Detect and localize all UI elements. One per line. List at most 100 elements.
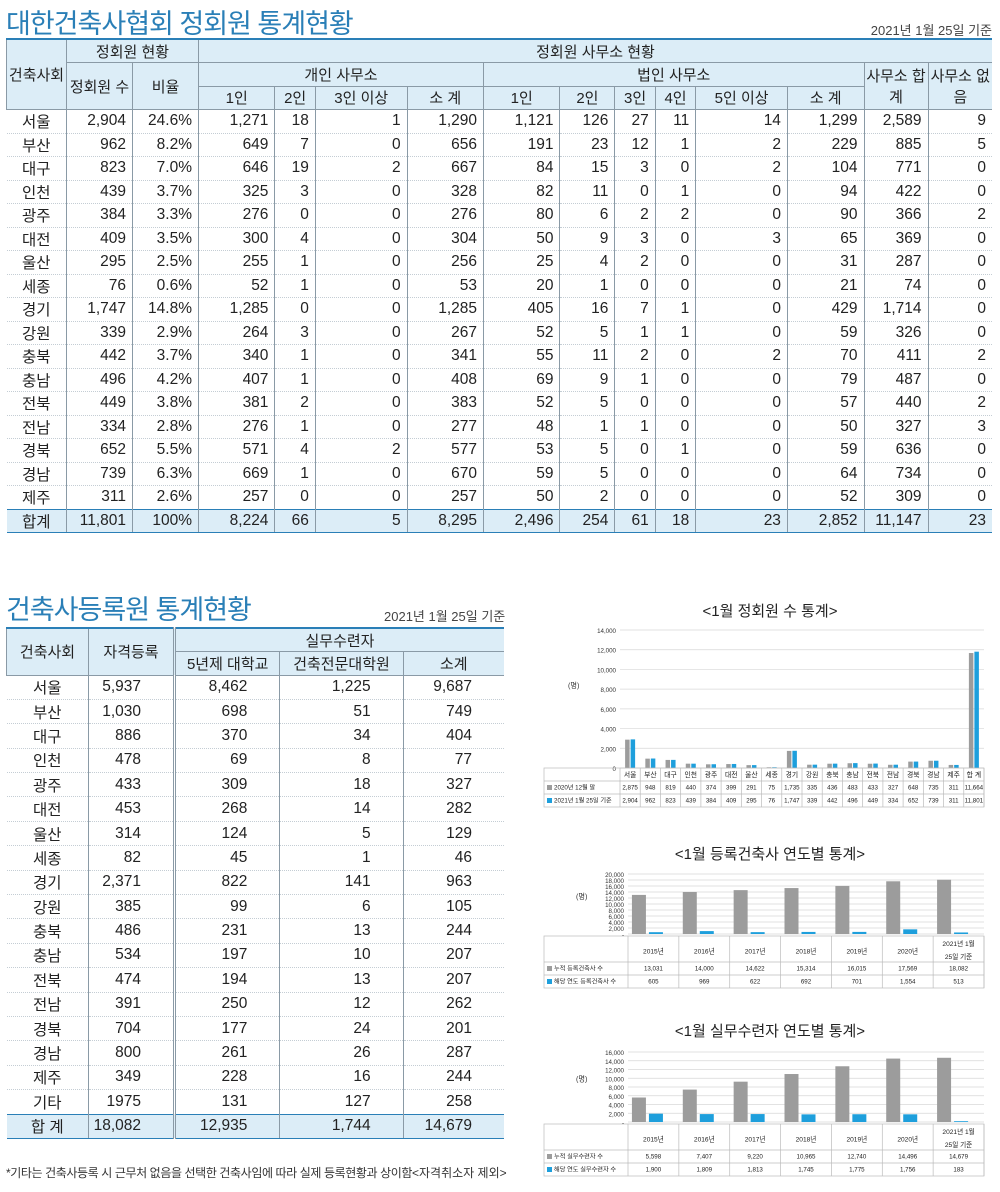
table-cell: 70: [787, 344, 865, 369]
table-cell: 8,224: [198, 508, 276, 533]
data-label: 436: [827, 785, 838, 792]
table-cell: 749: [403, 699, 504, 725]
table-cell: 65: [787, 227, 865, 251]
table-row: 전북 449 3.8% 381 2 0 383 52 5 0 0 0 57 440 2: [6, 391, 992, 416]
table-cell: 2,496: [483, 508, 561, 533]
table-cell: 1: [655, 438, 697, 463]
table-cell: 287: [864, 250, 929, 275]
table-cell: 264: [198, 321, 276, 345]
table-cell: 2.9%: [132, 321, 199, 345]
table-cell: 12: [614, 133, 656, 157]
row-label: 서울: [6, 109, 67, 134]
data-label: 291: [746, 785, 757, 792]
table-cell: 24: [279, 1016, 404, 1042]
table-cell: 440: [864, 391, 929, 416]
table-cell: 295: [66, 250, 133, 275]
data-label: 1,745: [798, 1167, 814, 1174]
table-cell: 197: [174, 943, 281, 969]
table-cell: 0: [315, 321, 408, 345]
table-cell: 0: [695, 180, 788, 204]
table-row: 울산 295 2.5% 255 1 0 256 25 4 2 0 0 31 287 0: [6, 250, 992, 275]
table-cell: 669: [198, 462, 276, 486]
data-label: 14,679: [949, 1154, 968, 1161]
table-cell: 1: [274, 274, 316, 298]
table-cell: 5: [559, 462, 616, 486]
category-label: 대전: [725, 770, 738, 779]
table-cell: 9: [559, 368, 616, 392]
col-member-count: 정회원 수: [66, 62, 133, 110]
table-cell: 14: [279, 796, 404, 822]
table-cell: 76: [66, 274, 133, 298]
bar-series2: [792, 750, 797, 768]
table-cell: 59: [787, 321, 865, 345]
bar-series2: [913, 761, 919, 768]
table-cell: 16: [559, 297, 616, 322]
row-label: 전북: [6, 967, 89, 993]
bar-series1: [733, 890, 748, 934]
col-members: 정회원 현황: [66, 38, 199, 63]
data-label: 962: [645, 798, 656, 805]
data-label: 335: [807, 785, 818, 792]
col-corp-5plus: 5인 이상: [695, 85, 788, 110]
data-label: 1,900: [646, 1167, 662, 1174]
col-grad-school: 건축전문대학원: [279, 651, 404, 676]
table-cell: 341: [407, 344, 485, 369]
category-label: 2021년 1월: [942, 939, 974, 948]
y-tick-label: 4,000: [609, 920, 625, 927]
table-cell: 0: [315, 415, 408, 439]
table-cell: 11: [559, 180, 616, 204]
table-row: 경북 652 5.5% 571 4 2 577 53 5 0 1 0 59 636 0: [6, 438, 992, 463]
bar-series2: [801, 931, 816, 934]
bar-series1: [827, 763, 832, 768]
table-cell: 55: [483, 344, 561, 369]
member-count-chart: 14,000 12,000 10,000 8,000 6,000 4,000 2,000 0 (…: [543, 628, 985, 808]
table-cell: 1,271: [198, 109, 276, 134]
table-cell: 27: [614, 109, 656, 134]
bar-series1: [937, 1057, 952, 1122]
data-label: 11,801: [965, 798, 984, 805]
table-cell: 50: [787, 415, 865, 439]
table-cell: 11: [559, 344, 616, 369]
col-region: 건축사회: [6, 38, 67, 110]
table-row: 기타 1975 131 127 258: [6, 1089, 504, 1115]
table-cell: 129: [403, 821, 504, 847]
table-cell: 255: [198, 250, 276, 275]
table-cell: 82: [88, 845, 176, 871]
legend-label: 해당 연도 등록건축사 수: [554, 978, 616, 986]
bar-series1: [807, 764, 812, 768]
row-label: 대구: [6, 156, 67, 181]
data-label: 440: [686, 785, 697, 792]
table-cell: 244: [403, 918, 504, 944]
table-cell: 5: [315, 508, 408, 533]
row-label: 인천: [6, 180, 67, 204]
row-label: 울산: [6, 250, 67, 275]
bar-series1: [706, 764, 711, 768]
row-label: 서울: [6, 675, 89, 700]
table-cell: 2: [695, 156, 788, 181]
table-cell: 309: [174, 772, 281, 798]
bar-series1: [746, 765, 751, 768]
table-cell: 1: [315, 109, 408, 134]
row-label: 제주: [6, 485, 67, 510]
table-cell: 5.5%: [132, 438, 199, 463]
table-cell: 4: [559, 250, 616, 275]
table-cell: 53: [407, 274, 485, 298]
table-cell: 177: [174, 1016, 281, 1042]
table-cell: 59: [483, 462, 561, 486]
data-label: 10,965: [797, 1154, 816, 1161]
y-tick-label: 10,000: [605, 902, 624, 909]
table-cell: 1: [614, 321, 656, 345]
bar-series1: [835, 885, 850, 934]
table-cell: 698: [174, 699, 281, 725]
y-tick-label: 10,000: [605, 1076, 624, 1083]
table-cell: 0: [614, 462, 656, 486]
table-cell: 11,801: [66, 508, 133, 533]
table-cell: 277: [407, 415, 485, 439]
bar-series2: [772, 767, 777, 768]
data-label: 76: [768, 798, 775, 805]
table-cell: 141: [279, 870, 404, 896]
y-tick-label: 6,000: [601, 707, 617, 714]
table-cell: 0: [928, 321, 992, 345]
data-label: 5,598: [646, 1154, 662, 1161]
table-cell: 3: [928, 415, 992, 439]
